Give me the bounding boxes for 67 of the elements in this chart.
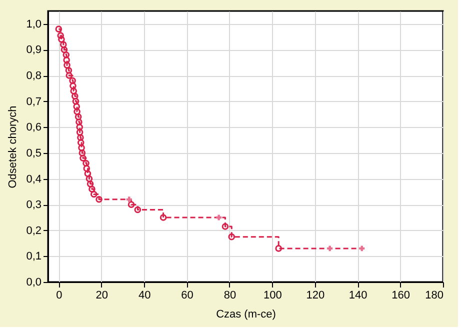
point	[128, 201, 135, 208]
y-tick-label: 0,3	[26, 199, 42, 212]
point	[69, 77, 76, 84]
point	[216, 214, 222, 220]
point	[83, 165, 90, 172]
point	[63, 56, 70, 64]
y-tick-label: 0,7	[26, 96, 42, 108]
point	[359, 246, 365, 252]
point	[72, 98, 80, 105]
point	[55, 26, 62, 32]
y-axis-title: Odsetek chorych	[7, 106, 20, 188]
point	[76, 128, 84, 136]
x-tick-label: 0	[56, 290, 62, 302]
point	[72, 92, 78, 100]
point	[96, 196, 102, 203]
y-tick-label: 0,9	[26, 44, 42, 56]
point	[60, 46, 68, 54]
x-axis-title: Czas (m-ce)	[216, 308, 276, 320]
point	[62, 51, 70, 58]
point	[222, 223, 229, 230]
point	[77, 134, 84, 141]
point	[77, 139, 84, 146]
point	[78, 144, 85, 152]
point	[58, 36, 65, 43]
y-tick-label: 1,0	[26, 18, 42, 30]
point	[80, 154, 86, 162]
y-tick-label: 0,1	[26, 250, 42, 263]
point	[65, 66, 72, 74]
x-tick-label: 60	[181, 290, 194, 302]
point	[76, 118, 82, 126]
point	[74, 113, 82, 120]
point	[134, 206, 142, 214]
point	[73, 103, 80, 110]
point	[66, 72, 73, 79]
x-tick-label: 20	[96, 290, 108, 302]
point	[78, 150, 86, 156]
y-tick-label: 0,4	[26, 173, 42, 186]
point	[74, 108, 80, 116]
point	[228, 233, 236, 240]
point	[70, 88, 78, 94]
point	[327, 246, 333, 252]
x-tick-label: 160	[392, 290, 410, 302]
point	[88, 186, 96, 192]
point	[86, 180, 94, 188]
y-tick-label: 0,8	[26, 70, 42, 82]
x-tick-label: 180	[425, 290, 444, 302]
point	[76, 124, 83, 131]
point	[84, 170, 92, 177]
x-tick-label: 140	[348, 290, 368, 302]
point	[160, 214, 167, 221]
y-tick-label: 0,6	[26, 122, 42, 134]
x-tick-label: 120	[306, 290, 325, 302]
x-tick-label: 80	[224, 290, 236, 302]
point	[86, 175, 93, 182]
x-tick-label: 100	[264, 290, 282, 302]
point	[60, 41, 67, 48]
y-tick-label: 0,2	[26, 224, 42, 237]
x-tick-label: 40	[138, 290, 151, 302]
point	[126, 196, 132, 202]
point	[82, 160, 90, 167]
point	[64, 62, 70, 69]
point	[90, 190, 98, 198]
y-tick-label: 0,0	[26, 276, 42, 288]
y-tick-label: 0,5	[26, 147, 42, 160]
point	[275, 245, 282, 252]
point	[70, 82, 76, 90]
point	[57, 32, 64, 39]
